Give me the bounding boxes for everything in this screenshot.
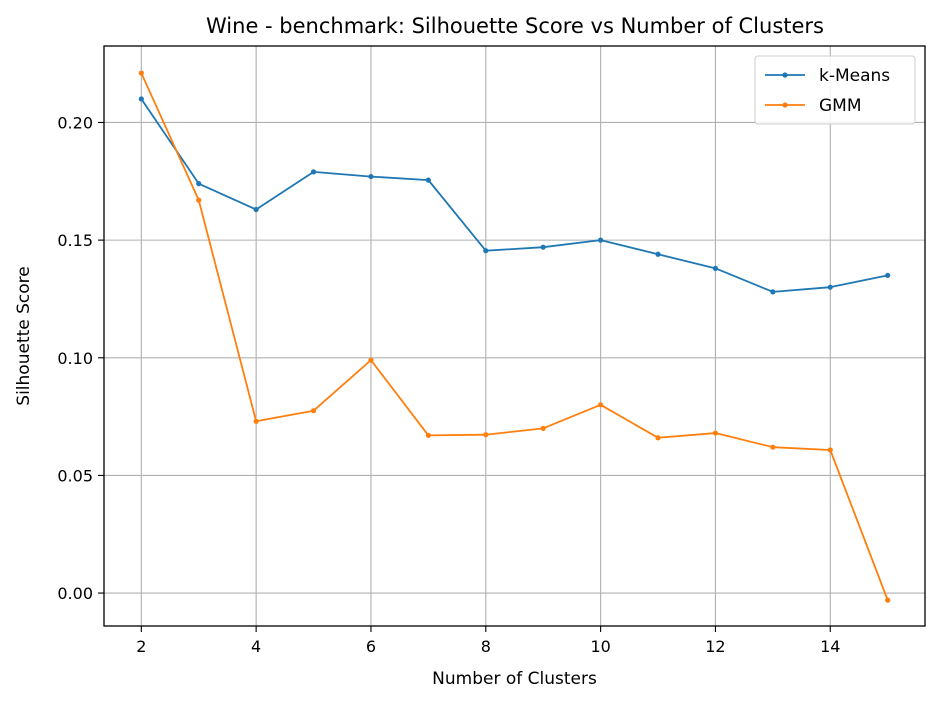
- x-tick-label: 12: [705, 637, 725, 656]
- data-point: [770, 444, 776, 450]
- y-tick-label: 0.00: [57, 584, 93, 603]
- data-point: [368, 173, 374, 180]
- series-layer: [138, 70, 891, 603]
- data-point: [655, 251, 661, 257]
- legend-label: GMM: [819, 96, 862, 116]
- x-tick-label: 14: [820, 637, 840, 656]
- data-point: [138, 70, 144, 76]
- x-tick-label: 2: [136, 637, 146, 656]
- data-point: [196, 181, 202, 187]
- data-point: [540, 244, 546, 250]
- data-point: [425, 432, 431, 439]
- data-point: [253, 418, 259, 424]
- y-tick-label: 0.15: [57, 231, 93, 250]
- legend-marker: [782, 102, 788, 108]
- data-point: [885, 272, 891, 279]
- chart-title: Wine - benchmark: Silhouette Score vs Nu…: [206, 14, 824, 38]
- data-point: [310, 408, 317, 414]
- plot-frame: [103, 45, 926, 627]
- series-1: [138, 70, 891, 603]
- x-tick-label: 8: [481, 637, 491, 656]
- data-point: [655, 435, 661, 441]
- data-point: [196, 197, 202, 203]
- y-tick-label: 0.20: [57, 113, 93, 132]
- data-point: [540, 425, 546, 431]
- legend: k-Means GMM: [754, 55, 916, 125]
- data-point: [712, 265, 719, 271]
- grid: [104, 46, 925, 626]
- data-point: [483, 432, 489, 438]
- legend-marker: [782, 72, 788, 78]
- data-point: [598, 402, 604, 408]
- x-tick-label: 4: [251, 637, 261, 656]
- data-point: [483, 248, 489, 254]
- data-point: [138, 96, 144, 102]
- x-tick-label: 10: [590, 637, 610, 656]
- y-axis-label: Silhouette Score: [14, 266, 34, 405]
- data-point: [827, 447, 833, 453]
- data-point: [770, 289, 776, 295]
- x-axis-label: Number of Clusters: [432, 669, 597, 689]
- legend-box: [754, 55, 916, 125]
- data-point: [310, 169, 317, 175]
- data-point: [827, 284, 833, 290]
- x-tick-label: 6: [366, 637, 376, 656]
- data-point: [253, 206, 259, 213]
- y-tick-label: 0.10: [57, 349, 93, 368]
- data-point: [425, 177, 431, 183]
- y-tick-label: 0.05: [57, 466, 93, 485]
- series-0: [138, 96, 891, 295]
- data-point: [598, 237, 604, 243]
- data-point: [368, 357, 374, 363]
- legend-label: k-Means: [819, 66, 890, 86]
- data-point: [712, 430, 719, 436]
- series-line: [140, 72, 889, 601]
- ticks: 2 4 6 8 10 12 14 0.00 0.05 0.10 0.15 0.20: [57, 113, 840, 656]
- data-point: [885, 597, 891, 603]
- series-line: [140, 98, 888, 293]
